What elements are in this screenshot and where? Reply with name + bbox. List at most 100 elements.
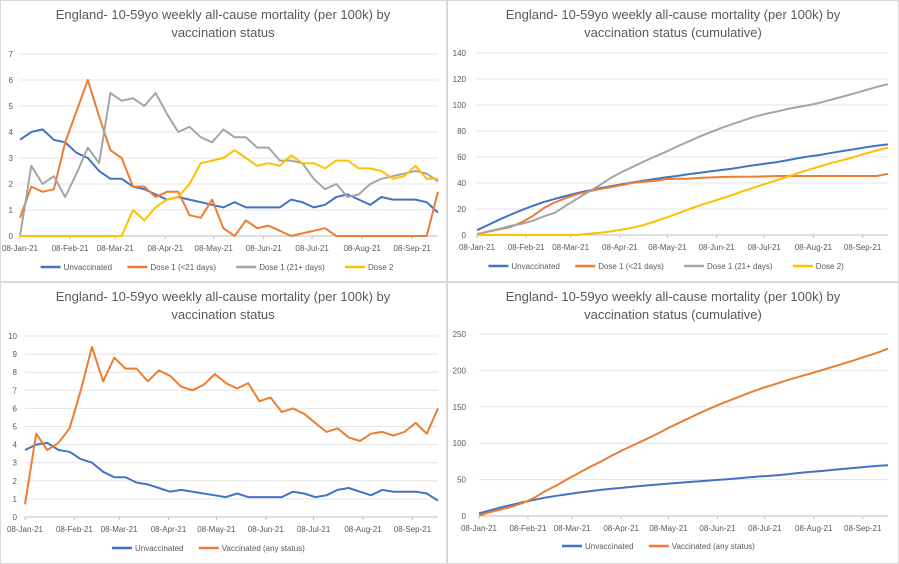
y-tick-label: 0 <box>9 232 14 241</box>
chart-title-line: England- 10-59yo weekly all-cause mortal… <box>506 7 841 22</box>
y-tick-label: 150 <box>453 403 467 412</box>
chart-title-line: England- 10-59yo weekly all-cause mortal… <box>506 289 841 304</box>
y-tick-label: 6 <box>13 404 18 413</box>
y-tick-label: 9 <box>13 350 18 359</box>
series-line-unvaccinated <box>19 128 439 214</box>
legend-label: Unvaccinated <box>585 542 633 551</box>
series-line-vaccinated-any-status <box>478 347 889 517</box>
x-tick-label: 08-Feb-21 <box>52 244 89 253</box>
legend: Unvaccinated Vaccinated (any status) <box>112 544 305 553</box>
series-line-dose-2 <box>20 149 438 237</box>
legend-label: Dose 2) <box>816 262 844 271</box>
series-line-dose-2 <box>477 146 889 236</box>
series-line-unvaccinated <box>476 143 889 232</box>
y-tick-label: 7 <box>9 50 14 59</box>
x-tick-label: 08-May-21 <box>649 524 688 533</box>
legend-label: Dose 1 (21+ days) <box>707 262 773 271</box>
series-line-dose-1-21-days <box>476 172 889 236</box>
legend-label: Dose 1 (21+ days) <box>259 263 325 272</box>
chart-1: England- 10-59yo weekly all-cause mortal… <box>453 7 889 271</box>
y-tick-label: 0 <box>462 231 467 240</box>
y-tick-label: 1 <box>13 495 18 504</box>
x-tick-label: 08-Apr-21 <box>151 525 187 534</box>
series-line-dose-1-21-days <box>19 92 439 237</box>
legend-label: Dose 2 <box>368 263 394 272</box>
legend-label: Unvaccinated <box>135 544 183 553</box>
panel-top-right <box>447 0 899 282</box>
chart-title-line: England- 10-59yo weekly all-cause mortal… <box>56 289 391 304</box>
chart-title-line: vaccination status <box>171 307 275 322</box>
legend-label: Dose 1 (<21 days) <box>598 262 664 271</box>
y-tick-label: 80 <box>457 127 466 136</box>
legend: Unvaccinated Dose 1 (<21 days) Dose 1 (21+… <box>40 263 394 272</box>
y-tick-label: 1 <box>9 206 14 215</box>
y-tick-label: 250 <box>453 330 467 339</box>
x-tick-label: 08-Aug-21 <box>795 243 833 252</box>
chart-title-line: vaccination status <box>171 25 275 40</box>
y-tick-label: 140 <box>453 49 467 58</box>
x-tick-label: 08-Jan-21 <box>7 525 44 534</box>
y-tick-label: 50 <box>457 476 466 485</box>
y-tick-label: 3 <box>13 459 18 468</box>
series-line-vaccinated-any-status <box>24 345 439 505</box>
x-tick-label: 08-Sep-21 <box>844 243 882 252</box>
x-tick-label: 08-Aug-21 <box>344 525 382 534</box>
x-tick-label: 08-Apr-21 <box>602 243 638 252</box>
x-tick-label: 08-Jun-21 <box>246 244 283 253</box>
y-tick-label: 100 <box>453 439 467 448</box>
chart-title-line: England- 10-59yo weekly all-cause mortal… <box>56 7 391 22</box>
chart-title-line: vaccination status (cumulative) <box>584 25 762 40</box>
y-tick-label: 5 <box>13 423 18 432</box>
y-tick-label: 120 <box>453 75 467 84</box>
x-tick-label: 08-Jan-21 <box>2 244 39 253</box>
x-tick-label: 08-Feb-21 <box>509 524 546 533</box>
x-tick-label: 08-May-21 <box>195 244 234 253</box>
y-tick-label: 5 <box>9 102 14 111</box>
x-tick-label: 08-Jul-21 <box>297 525 331 534</box>
x-tick-label: 08-Apr-21 <box>147 244 183 253</box>
y-tick-label: 10 <box>8 332 17 341</box>
series-line-unvaccinated <box>24 441 439 502</box>
x-tick-label: 08-May-21 <box>648 243 687 252</box>
series-line-dose-1-21-days <box>19 79 439 237</box>
x-tick-label: 08-Jul-21 <box>748 524 782 533</box>
y-tick-label: 3 <box>9 154 14 163</box>
x-tick-label: 08-Jan-21 <box>459 243 496 252</box>
chart-0: England- 10-59yo weekly all-cause mortal… <box>2 7 439 272</box>
y-tick-label: 8 <box>13 368 18 377</box>
x-tick-label: 08-Aug-21 <box>343 244 381 253</box>
legend-label: Vaccinated (any status) <box>672 542 755 551</box>
x-tick-label: 08-Apr-21 <box>603 524 639 533</box>
y-tick-label: 6 <box>9 76 14 85</box>
legend-label: Dose 1 (<21 days) <box>150 263 216 272</box>
y-tick-label: 2 <box>9 180 14 189</box>
panel-bottom-left <box>0 282 447 564</box>
legend-label: Unvaccinated <box>64 263 112 272</box>
y-tick-label: 200 <box>453 366 467 375</box>
y-tick-label: 4 <box>9 128 14 137</box>
legend-label: Vaccinated (any status) <box>222 544 305 553</box>
y-tick-label: 0 <box>462 512 467 521</box>
x-tick-label: 08-Sep-21 <box>844 524 882 533</box>
x-tick-label: 08-Feb-21 <box>56 525 93 534</box>
legend: Unvaccinated Vaccinated (any status) <box>562 542 755 551</box>
panel-bottom-right <box>447 282 899 564</box>
x-tick-label: 08-Mar-21 <box>97 244 134 253</box>
x-tick-label: 08-Jun-21 <box>699 243 736 252</box>
legend-label: Unvaccinated <box>511 262 559 271</box>
y-tick-label: 0 <box>13 513 18 522</box>
x-tick-label: 08-Mar-21 <box>554 524 591 533</box>
x-tick-label: 08-Sep-21 <box>393 244 431 253</box>
x-tick-label: 08-Jul-21 <box>748 243 782 252</box>
legend: Unvaccinated Dose 1 (<21 days) Dose 1 (21+… <box>488 262 844 271</box>
x-tick-label: 08-Mar-21 <box>552 243 589 252</box>
x-tick-label: 08-Aug-21 <box>795 524 833 533</box>
x-tick-label: 08-May-21 <box>197 525 236 534</box>
x-tick-label: 08-Jun-21 <box>699 524 736 533</box>
chart-2: England- 10-59yo weekly all-cause mortal… <box>7 289 439 553</box>
panel-top-left <box>0 0 447 282</box>
y-tick-label: 40 <box>457 179 466 188</box>
x-tick-label: 08-Feb-21 <box>508 243 545 252</box>
series-line-unvaccinated <box>478 464 889 515</box>
